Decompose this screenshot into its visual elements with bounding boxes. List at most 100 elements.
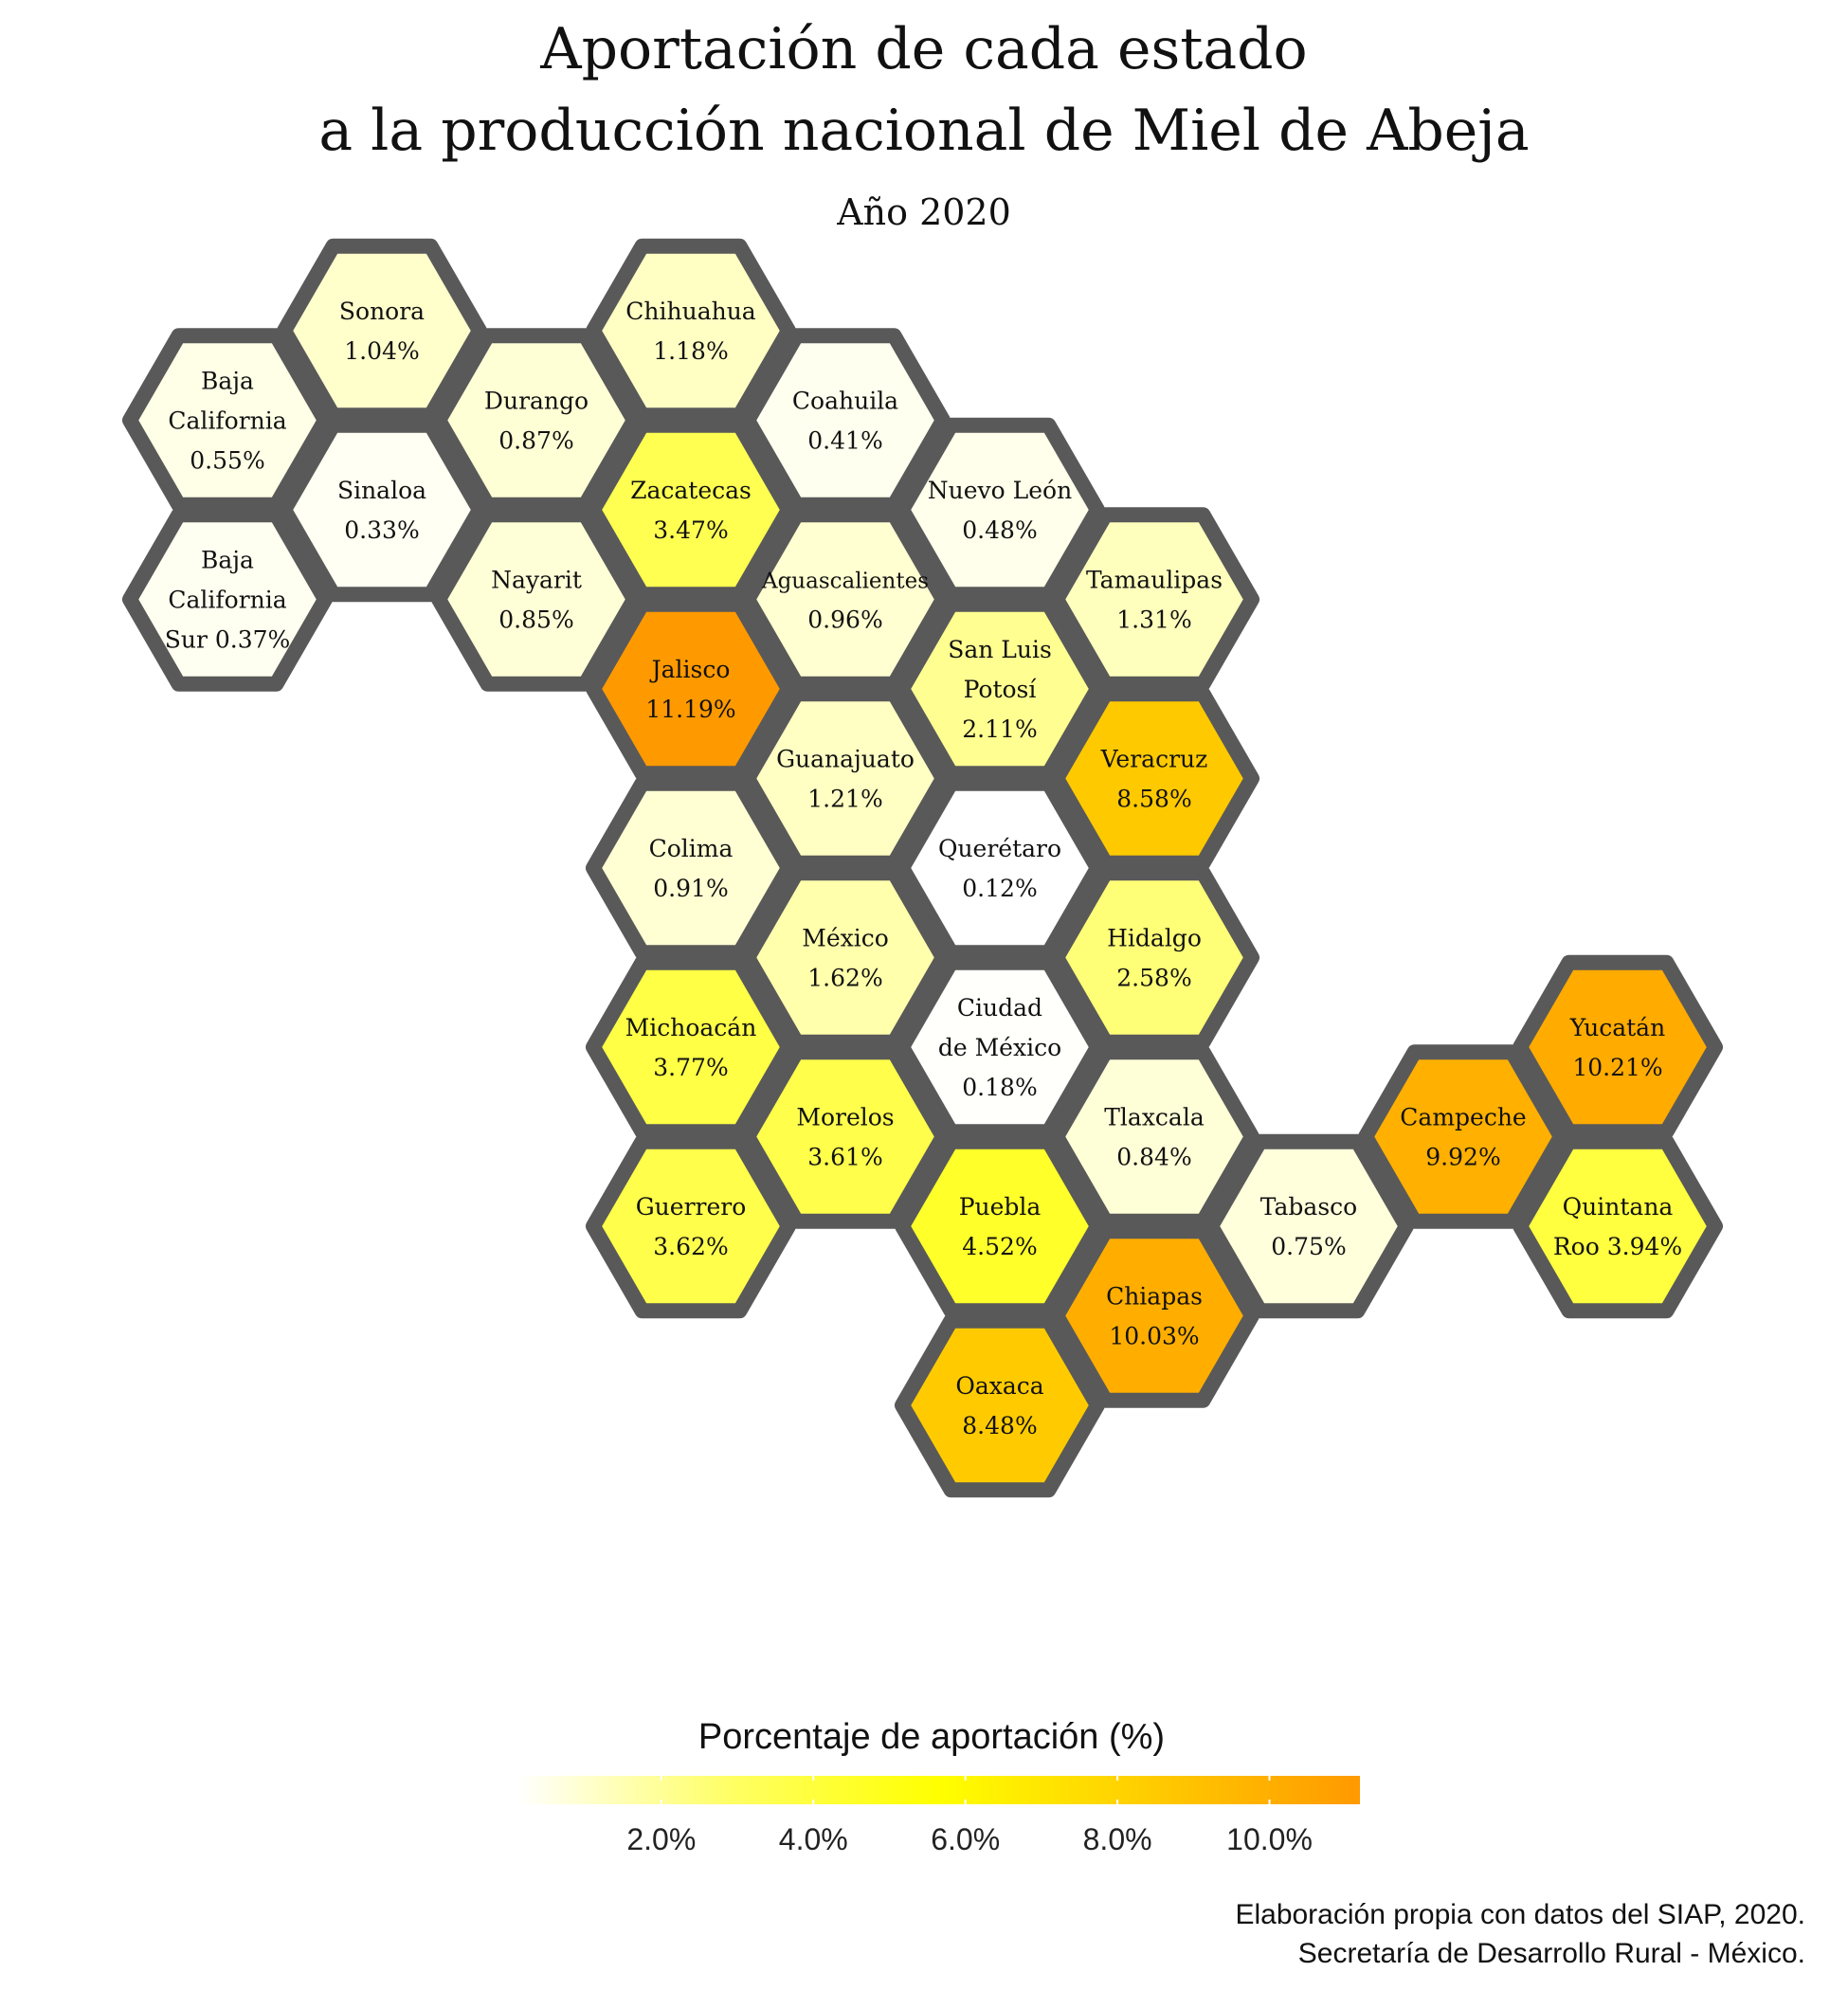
state-name-label: Coahuila [792, 388, 898, 415]
state-value-label: 0.87% [498, 427, 573, 455]
state-hex-30: Chiapas 10.03% [1049, 1223, 1259, 1408]
state-value-label: 3.77% [653, 1054, 728, 1081]
state-value-label: 2.11% [962, 715, 1037, 743]
state-hex-shape [740, 1044, 951, 1229]
state-hex-17: Querétaro 0.12% [895, 775, 1105, 961]
state-hex-14: Guanajuato 1.21% [740, 686, 951, 871]
state-name-label: Guerrero [636, 1193, 747, 1221]
state-value-label: 0.12% [962, 875, 1037, 902]
state-hex-28: Tabasco 0.75% [1204, 1133, 1414, 1319]
state-name-label: Guanajuato [776, 746, 915, 773]
state-hex-29: Quintana Roo 3.94% [1513, 1133, 1723, 1319]
state-value-label: 0.85% [498, 606, 573, 634]
state-name-label: Hidalgo [1107, 925, 1202, 952]
state-hex-shape [1358, 1044, 1568, 1229]
state-value-label: 0.55% [190, 447, 264, 475]
state-hex-18: México 1.62% [740, 865, 951, 1050]
state-value-label: 0.48% [962, 516, 1037, 544]
state-name-label: Sonora [339, 298, 425, 325]
state-name-label: San Luis [948, 636, 1052, 663]
state-value-label: Sur 0.37% [165, 626, 291, 654]
state-hex-shape [586, 775, 796, 961]
state-name-label: Quintana [1563, 1193, 1674, 1221]
state-value-label: 0.41% [807, 427, 882, 455]
map-title-line-1: Aportación de cada estado [539, 16, 1307, 82]
state-name-label: California [168, 587, 286, 614]
legend-tick-label: 10.0% [1226, 1822, 1313, 1856]
legend-tick-label: 4.0% [779, 1822, 848, 1856]
state-value-label: 4.52% [962, 1233, 1037, 1260]
state-value-label: 1.04% [344, 337, 419, 365]
state-name-label: Michoacán [625, 1014, 757, 1041]
state-hex-shape [740, 865, 951, 1050]
state-hex-shape [1049, 865, 1259, 1050]
state-hex-10: Aguascalientes 0.96% [740, 507, 951, 692]
state-hex-27: Puebla 4.52% [895, 1133, 1105, 1319]
state-hex-4: Coahuila 0.41% [740, 328, 951, 513]
source-caption-line-1: Elaboración propia con datos del SIAP, 2… [1235, 1899, 1805, 1930]
state-name-label: Tamaulipas [1086, 567, 1223, 594]
state-name-label: de México [938, 1034, 1061, 1061]
state-value-label: 1.21% [807, 786, 882, 813]
state-hex-24: Tlaxcala 0.84% [1049, 1044, 1259, 1229]
state-value-label: 2.58% [1116, 965, 1191, 992]
legend-ticks: 2.0% 4.0% 6.0% 8.0% 10.0% [626, 1776, 1313, 1856]
state-hex-shape [431, 328, 642, 513]
state-value-label: 8.58% [1116, 786, 1191, 813]
state-hex-shape [1049, 1044, 1259, 1229]
state-hex-6: Zacatecas 3.47% [586, 417, 796, 603]
state-value-label: 11.19% [645, 696, 735, 723]
state-hex-1: Chihuahua 1.18% [586, 238, 796, 424]
state-hex-shape [122, 507, 333, 692]
state-value-label: 0.84% [1116, 1144, 1191, 1171]
state-hex-2: Baja California 0.55% [122, 328, 333, 513]
state-name-label: Querétaro [938, 835, 1061, 862]
state-name-label: Baja [201, 547, 254, 574]
state-hex-shape [895, 417, 1105, 603]
state-hex-shape [586, 238, 796, 424]
state-hex-21: Ciudad de México 0.18% [895, 954, 1105, 1140]
state-value-label: 1.62% [807, 965, 882, 992]
state-hex-shape [586, 954, 796, 1140]
state-name-label: Veracruz [1100, 746, 1208, 773]
state-name-label: California [168, 407, 286, 435]
source-caption-line-2: Secretaría de Desarrollo Rural - México. [1298, 1938, 1805, 1969]
state-name-label: Aguascalientes [761, 570, 929, 594]
state-hex-shape [1049, 1223, 1259, 1408]
state-hex-11: Tamaulipas 1.31% [1049, 507, 1259, 692]
state-hex-shape [1049, 507, 1259, 692]
state-value-label: 0.75% [1271, 1233, 1346, 1260]
state-name-label: Tabasco [1260, 1193, 1357, 1221]
state-hex-shape [895, 954, 1105, 1140]
state-value-label: 1.31% [1116, 606, 1191, 634]
state-hex-16: Colima 0.91% [586, 775, 796, 961]
state-value-label: 0.33% [344, 516, 419, 544]
state-hex-25: Campeche 9.92% [1358, 1044, 1568, 1229]
state-hex-22: Yucatán 10.21% [1513, 954, 1723, 1140]
state-hex-shape [740, 507, 951, 692]
state-name-label: Yucatán [1569, 1014, 1665, 1041]
state-name-label: Morelos [796, 1104, 894, 1131]
state-name-label: Potosí [964, 676, 1038, 703]
state-hex-shape [895, 1133, 1105, 1319]
state-value-label: 3.62% [653, 1233, 728, 1260]
legend-title: Porcentaje de aportación (%) [698, 1717, 1165, 1757]
state-hex-shape [431, 507, 642, 692]
state-hex-15: Veracruz 8.58% [1049, 686, 1259, 871]
state-hex-shape [122, 328, 333, 513]
state-value-label: 8.48% [962, 1412, 1037, 1439]
state-hex-shape [1204, 1133, 1414, 1319]
state-hexagons: Sonora 1.04% Chihuahua 1.18% Baja California 0… [122, 238, 1723, 1498]
state-hex-0: Sonora 1.04% [277, 238, 487, 424]
state-name-label: Jalisco [649, 656, 731, 683]
legend-tick-label: 8.0% [1083, 1822, 1152, 1856]
map-title-line-2: a la producción nacional de Miel de Abej… [318, 98, 1529, 164]
state-hex-shape [586, 596, 796, 782]
state-name-label: Tlaxcala [1104, 1104, 1205, 1131]
state-name-label: Puebla [959, 1193, 1042, 1221]
state-hex-8: Baja California Sur 0.37% [122, 507, 333, 692]
state-hex-3: Durango 0.87% [431, 328, 642, 513]
state-value-label: 9.92% [1425, 1144, 1500, 1171]
state-hex-19: Hidalgo 2.58% [1049, 865, 1259, 1050]
state-hex-31: Oaxaca 8.48% [895, 1312, 1105, 1498]
